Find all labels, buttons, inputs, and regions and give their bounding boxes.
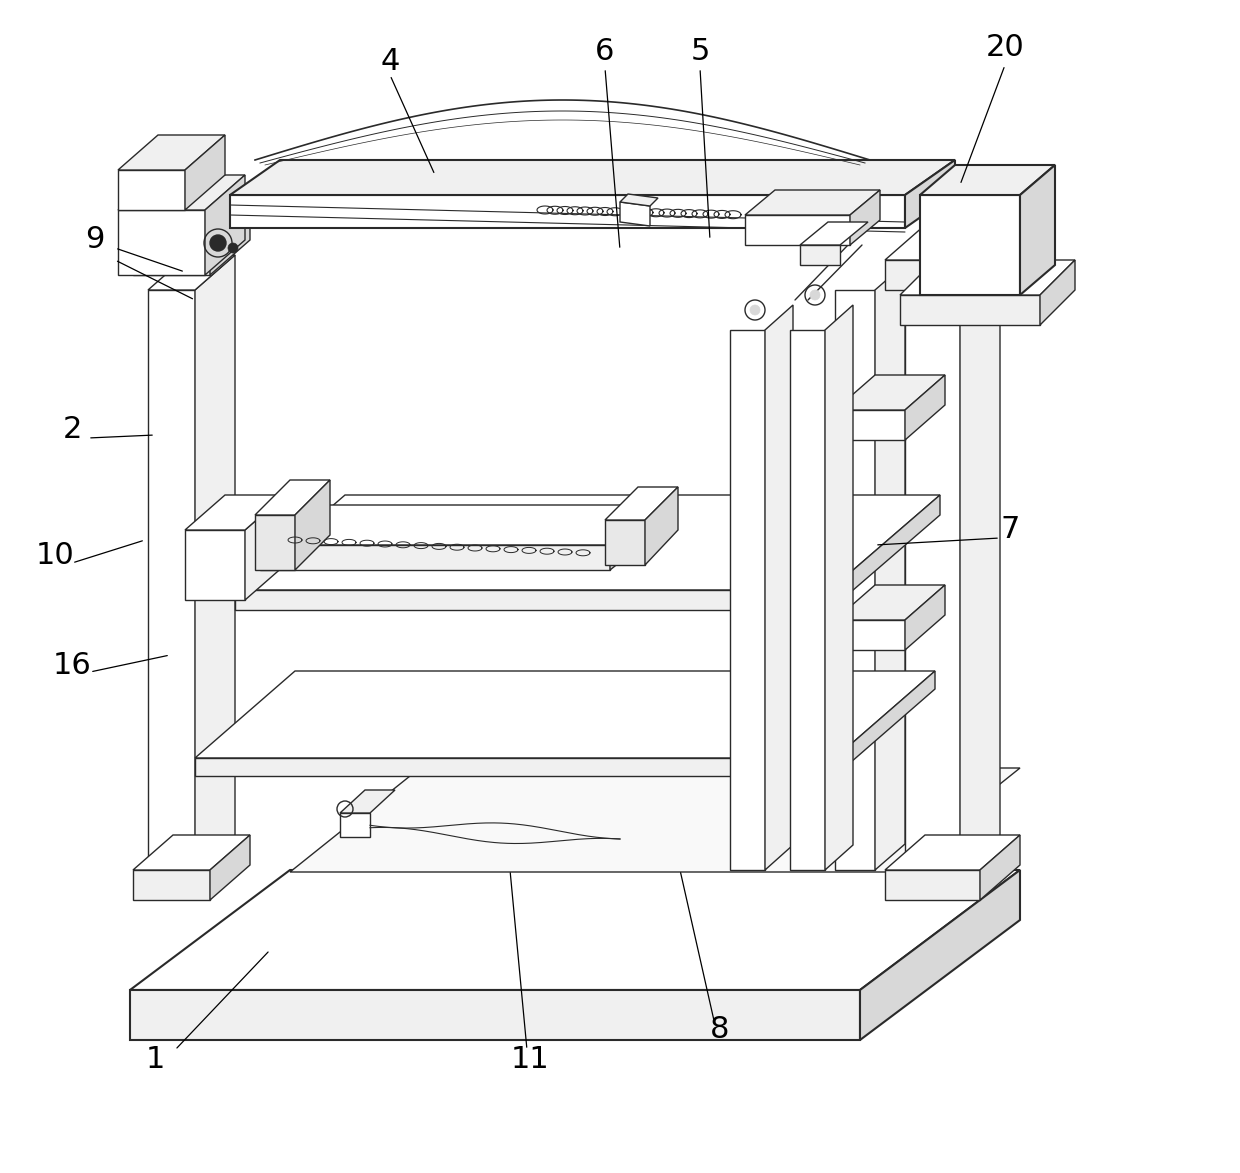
Polygon shape [133,215,250,250]
Polygon shape [905,255,999,290]
Polygon shape [195,758,835,777]
Polygon shape [133,835,250,870]
Polygon shape [835,290,875,870]
Polygon shape [255,480,330,515]
Polygon shape [133,870,210,900]
Polygon shape [195,671,935,758]
Text: 8: 8 [711,1016,730,1044]
Polygon shape [900,260,1075,294]
Polygon shape [236,495,940,590]
Text: 5: 5 [691,38,709,67]
Polygon shape [620,202,650,226]
Polygon shape [745,215,849,245]
Polygon shape [605,520,645,565]
Polygon shape [730,330,765,870]
Polygon shape [185,135,224,210]
Polygon shape [340,813,370,838]
Polygon shape [885,260,980,290]
Circle shape [210,235,226,251]
Polygon shape [255,515,295,570]
Polygon shape [645,487,678,565]
Polygon shape [920,165,1055,195]
Circle shape [810,290,820,300]
Polygon shape [260,545,610,570]
Polygon shape [765,305,794,870]
Polygon shape [835,671,935,777]
Polygon shape [920,195,1021,294]
Polygon shape [885,835,1021,870]
Polygon shape [610,506,660,570]
Polygon shape [185,530,246,601]
Polygon shape [875,264,905,870]
Text: 2: 2 [62,415,82,445]
Text: 20: 20 [986,34,1024,62]
Polygon shape [246,495,285,601]
Polygon shape [229,195,905,228]
Polygon shape [790,330,825,870]
Polygon shape [260,506,660,545]
Text: 11: 11 [511,1045,549,1074]
Polygon shape [825,305,853,870]
Polygon shape [905,160,955,228]
Polygon shape [905,585,945,650]
Polygon shape [118,175,246,210]
Polygon shape [745,190,880,215]
Polygon shape [835,585,945,621]
Polygon shape [340,789,396,813]
Polygon shape [960,255,999,870]
Polygon shape [980,835,1021,900]
Polygon shape [148,255,236,290]
Polygon shape [420,748,490,768]
Polygon shape [195,255,236,870]
Polygon shape [185,495,285,530]
Polygon shape [133,250,210,274]
Text: 6: 6 [595,38,615,67]
Polygon shape [905,375,945,440]
Circle shape [228,243,238,253]
Polygon shape [900,294,1040,325]
Polygon shape [835,411,905,440]
Polygon shape [800,245,839,265]
Polygon shape [210,215,250,274]
Polygon shape [885,225,1021,260]
Polygon shape [835,375,945,411]
Polygon shape [205,175,246,274]
Polygon shape [1021,165,1055,294]
Polygon shape [236,590,830,610]
Polygon shape [148,290,195,870]
Polygon shape [605,487,678,520]
Polygon shape [885,870,980,900]
Text: 7: 7 [1001,515,1019,544]
Polygon shape [420,723,520,748]
Polygon shape [905,290,960,870]
Text: 16: 16 [52,651,92,679]
Polygon shape [118,135,224,170]
Polygon shape [290,768,1021,872]
Polygon shape [800,222,868,245]
Polygon shape [1040,260,1075,325]
Text: 4: 4 [381,47,399,76]
Polygon shape [980,225,1021,290]
Polygon shape [835,621,905,650]
Polygon shape [118,170,185,210]
Polygon shape [118,210,205,274]
Polygon shape [861,870,1021,1040]
Text: 9: 9 [86,225,104,255]
Polygon shape [830,495,940,610]
Polygon shape [130,990,861,1040]
Polygon shape [229,160,955,195]
Polygon shape [130,870,1021,990]
Circle shape [750,305,760,316]
Polygon shape [849,190,880,245]
Polygon shape [295,480,330,570]
Polygon shape [210,835,250,900]
Text: 10: 10 [36,541,74,570]
Text: 1: 1 [145,1045,165,1074]
Polygon shape [620,194,658,206]
